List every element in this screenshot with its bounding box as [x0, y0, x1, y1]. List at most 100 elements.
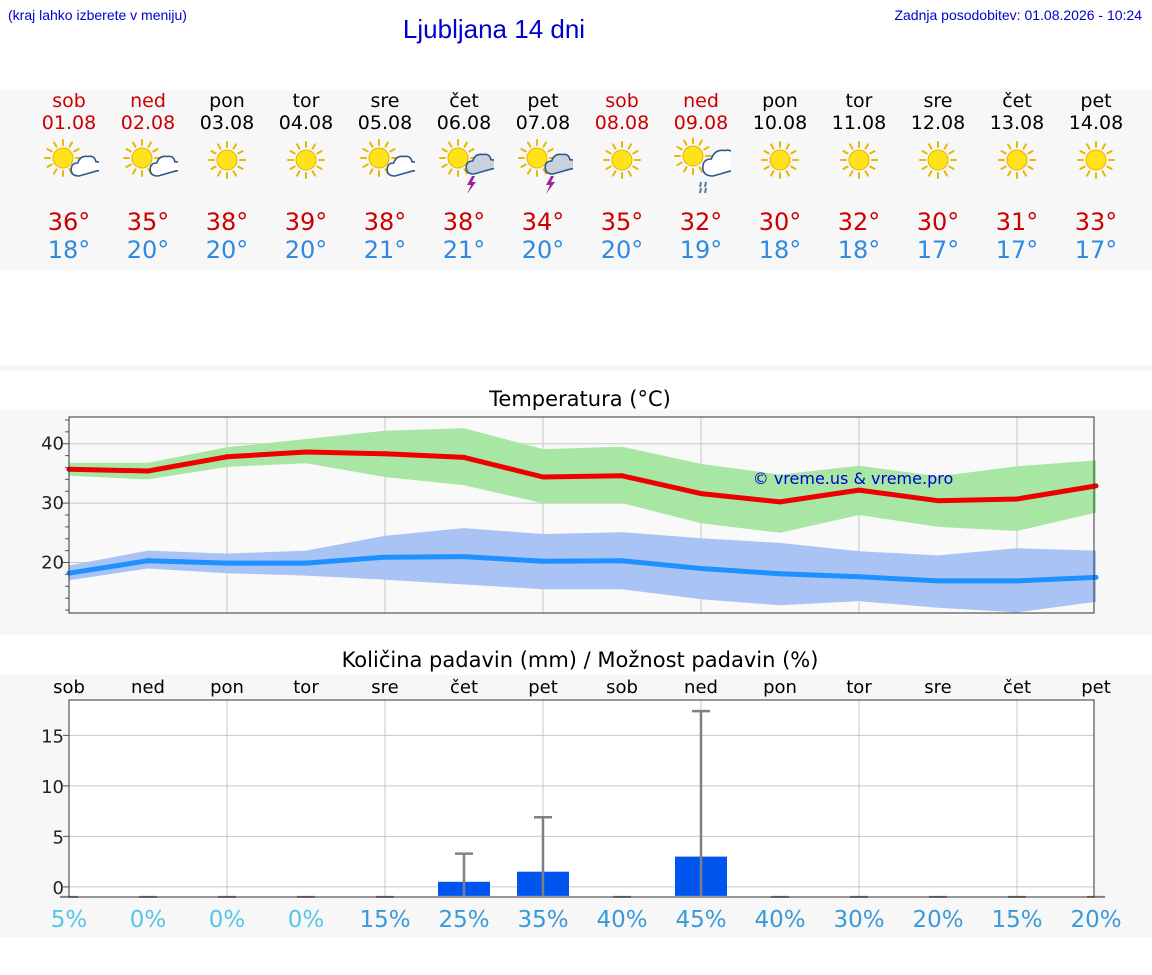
tmin-range-band — [69, 528, 1096, 613]
precipitation-probability-label: 5% — [51, 907, 88, 933]
tmin-point — [303, 560, 309, 566]
x-category-label: sre — [371, 677, 398, 698]
day-forecast: pon 10.08 30° 18° — [740, 90, 820, 264]
day-date: 03.08 — [199, 112, 255, 134]
sun-cloud-icon — [360, 139, 415, 177]
sun-icon — [761, 141, 799, 179]
x-category-label: pet — [1081, 677, 1111, 698]
day-date: 05.08 — [357, 112, 413, 134]
sun-icon — [1077, 141, 1115, 179]
tmax-point — [1014, 496, 1020, 502]
min-temperature: 17° — [916, 236, 960, 264]
sun-icon — [208, 141, 246, 179]
precipitation-probability-label: 0% — [130, 907, 167, 933]
max-temperature: 30° — [758, 208, 802, 236]
page-title: Ljubljana 14 dni — [402, 14, 586, 44]
day-name: pet — [1080, 90, 1112, 112]
tmin-point — [224, 560, 230, 566]
max-temperature: 32° — [679, 208, 723, 236]
x-category-label: sre — [924, 677, 951, 698]
precipitation-chart: sob ned pon tor sre čet pet sob ned pon tor sre čet p… — [0, 675, 1152, 937]
day-forecast: sob 01.08 36° 18° — [29, 90, 109, 264]
x-category-label: čet — [1003, 677, 1031, 698]
plot-frame — [68, 416, 1095, 614]
day-forecast: pon 03.08 38° 20° — [187, 90, 267, 264]
max-temperature: 30° — [916, 208, 960, 236]
sun-thunderstorm-icon — [518, 139, 573, 194]
sun-thunderstorm-icon — [439, 139, 494, 194]
x-category-label: sob — [606, 677, 638, 698]
min-temperature: 17° — [995, 236, 1039, 264]
precipitation-chart-title: Količina padavin (mm) / Možnost padavin … — [341, 648, 819, 672]
sun-cloud-rain-icon — [674, 138, 731, 194]
min-temperature: 20° — [126, 236, 170, 264]
max-temperature: 38° — [363, 208, 407, 236]
tmin-line — [68, 554, 1097, 584]
min-temperature: 20° — [600, 236, 644, 264]
min-temperature: 18° — [758, 236, 802, 264]
y-tick-label: 5 — [53, 827, 64, 848]
y-tick-label: 0 — [53, 878, 64, 899]
sun-icon — [919, 141, 957, 179]
precipitation-probability-label: 15% — [359, 907, 410, 933]
max-temperature: 34° — [521, 208, 565, 236]
tmax-point — [145, 468, 151, 474]
day-forecast: ned 09.08 32° 19° — [661, 90, 741, 264]
day-forecast: tor 04.08 39° 20° — [266, 90, 346, 264]
min-temperature: 18° — [47, 236, 91, 264]
y-tick-label: 10 — [41, 777, 64, 798]
location-menu-hint: (kraj lahko izberete v meniju) — [8, 7, 187, 23]
tmin-point — [856, 574, 862, 580]
x-category-label: tor — [846, 677, 872, 698]
day-date: 04.08 — [278, 112, 334, 134]
y-tick-label: 20 — [41, 553, 64, 574]
max-temperature: 38° — [442, 208, 486, 236]
day-date: 12.08 — [910, 112, 966, 134]
day-date: 11.08 — [831, 112, 887, 134]
day-name: tor — [845, 90, 873, 112]
day-name: ned — [130, 90, 166, 112]
day-name: sre — [923, 90, 953, 112]
watermark: © vreme.us & vreme.pro — [753, 469, 954, 488]
day-name: ned — [683, 90, 719, 112]
tmax-point — [619, 473, 625, 479]
tmin-point — [777, 571, 783, 577]
day-forecast: pet 14.08 33° 17° — [1056, 90, 1136, 264]
tmin-point — [935, 578, 941, 584]
last-updated: Zadnja posodobitev: 01.08.2026 - 10:24 — [894, 7, 1142, 23]
precipitation-probability-label: 20% — [912, 907, 963, 933]
min-temperature: 21° — [363, 236, 407, 264]
day-name: sob — [605, 90, 639, 112]
min-temperature: 20° — [205, 236, 249, 264]
max-temperature: 35° — [600, 208, 644, 236]
precipitation-probability-label: 45% — [675, 907, 726, 933]
tmax-point — [382, 451, 388, 457]
tmax-point — [540, 474, 546, 480]
precipitation-probability-label: 15% — [991, 907, 1042, 933]
tmin-point — [1093, 574, 1099, 580]
min-temperature: 18° — [837, 236, 881, 264]
precipitation-probability-label: 35% — [517, 907, 568, 933]
day-name: tor — [292, 90, 320, 112]
precipitation-probability-label: 0% — [209, 907, 246, 933]
precipitation-probability-label: 20% — [1070, 907, 1121, 933]
y-tick-label: 15 — [41, 726, 64, 747]
tmax-point — [1093, 483, 1099, 489]
tmin-point — [540, 558, 546, 564]
min-temperature: 20° — [284, 236, 328, 264]
tmax-point — [461, 454, 467, 460]
x-category-label: čet — [450, 677, 478, 698]
day-name: sre — [370, 90, 400, 112]
max-temperature: 32° — [837, 208, 881, 236]
sun-icon — [840, 141, 878, 179]
y-tick-label: 30 — [41, 493, 64, 514]
x-category-label: tor — [293, 677, 319, 698]
x-category-label: sob — [53, 677, 85, 698]
day-date: 10.08 — [752, 112, 808, 134]
day-forecast: tor 11.08 32° 18° — [819, 90, 899, 264]
day-forecast: pet 07.08 34° 20° — [503, 90, 583, 264]
y-tick-label: 40 — [41, 434, 64, 455]
precipitation-probability-label: 25% — [438, 907, 489, 933]
temperature-chart: 20 30 40 © vreme.us & vreme.pro — [0, 410, 1152, 635]
tmax-point — [777, 499, 783, 505]
